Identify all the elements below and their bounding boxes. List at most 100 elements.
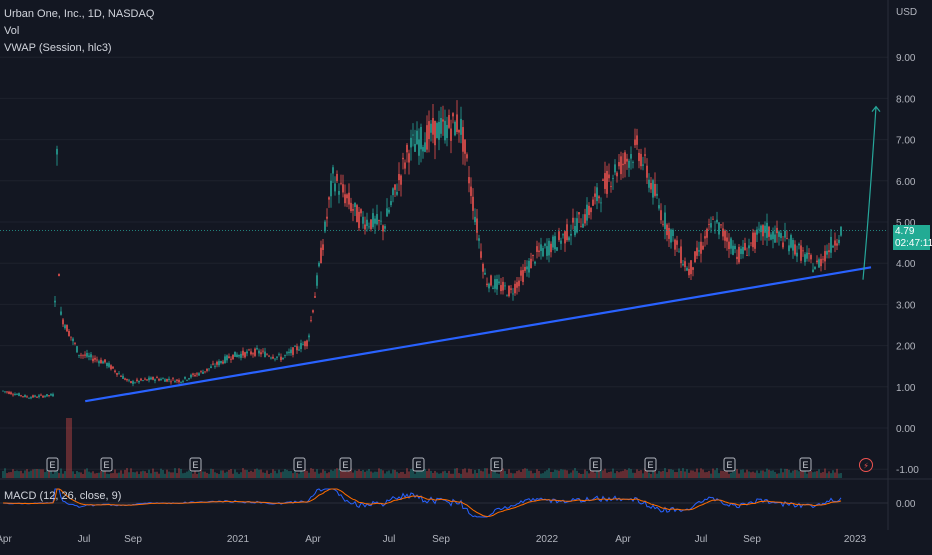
- volume-bar: [514, 473, 516, 478]
- volume-bar: [280, 472, 282, 478]
- candle-body: [140, 378, 142, 381]
- candle-body: [786, 238, 788, 239]
- volume-bar: [638, 470, 640, 478]
- volume-bar: [242, 468, 244, 478]
- volume-bar: [202, 471, 204, 478]
- volume-bar: [496, 473, 498, 478]
- volume-bar: [12, 469, 14, 478]
- candle-body: [14, 394, 16, 396]
- volume-bar: [154, 471, 156, 478]
- volume-bar: [264, 472, 266, 478]
- candle-body: [94, 357, 96, 360]
- volume-bar: [756, 470, 758, 478]
- volume-bar: [648, 472, 650, 478]
- volume-bar: [180, 468, 182, 478]
- time-axis-label: Jul: [695, 534, 708, 545]
- earnings-marker-box: [46, 457, 59, 472]
- volume-bar: [554, 469, 556, 478]
- candle-body: [692, 267, 694, 270]
- candle-body: [746, 255, 748, 256]
- candle-body: [748, 245, 750, 249]
- candle-body: [198, 373, 200, 376]
- volume-bar: [246, 469, 248, 478]
- candle-body: [216, 361, 218, 365]
- volume-bar: [38, 469, 40, 478]
- volume-bar: [532, 473, 534, 478]
- candle-body: [190, 374, 192, 378]
- volume-indicator-label[interactable]: Vol: [4, 25, 20, 37]
- volume-bar: [460, 473, 462, 478]
- volume-bar: [728, 473, 730, 478]
- earnings-marker-box: [189, 457, 202, 472]
- candle-body: [224, 356, 226, 364]
- volume-bar: [294, 469, 296, 478]
- candle-body: [176, 379, 178, 381]
- candle-body: [590, 207, 592, 213]
- candle-body: [58, 273, 60, 277]
- candle-body: [32, 395, 34, 398]
- volume-bar: [840, 473, 842, 478]
- volume-bar: [56, 470, 58, 478]
- candle-body: [422, 147, 424, 152]
- candle-body: [312, 310, 314, 313]
- candle-body: [660, 210, 662, 221]
- volume-bar: [750, 472, 752, 478]
- candle-body: [274, 358, 276, 360]
- volume-bar: [216, 473, 218, 478]
- volume-bar: [708, 470, 710, 478]
- time-axis: Apr Jul Sep 2021 Apr Jul Sep 2022 Apr Jul Sep 2023: [0, 534, 867, 545]
- candle-body: [390, 201, 392, 206]
- candle-body: [710, 223, 712, 228]
- volume-bar: [414, 473, 416, 478]
- volume-bar: [50, 469, 52, 478]
- vwap-indicator-label[interactable]: VWAP (Session, hlc3): [4, 42, 112, 54]
- candle-body: [576, 218, 578, 233]
- volume-bar: [266, 470, 268, 478]
- candle-body: [652, 180, 654, 198]
- earnings-marker-box: [799, 457, 812, 472]
- volume-bar: [420, 470, 422, 478]
- earnings-marker-label: E: [342, 460, 348, 470]
- candle-body: [380, 220, 382, 222]
- volume-bar: [630, 469, 632, 478]
- volume-bar: [166, 469, 168, 478]
- volume-bar: [606, 472, 608, 478]
- macd-indicator-label[interactable]: MACD (12, 26, close, 9): [4, 490, 122, 502]
- volume-bar: [568, 473, 570, 478]
- candle-body: [490, 275, 492, 286]
- candle-body: [278, 353, 280, 355]
- price-axis-label: 5.00: [896, 218, 916, 229]
- volume-bar: [358, 469, 360, 478]
- symbol-title[interactable]: Urban One, Inc., 1D, NASDAQ: [4, 8, 155, 20]
- candle-body: [496, 278, 498, 290]
- candle-body: [228, 356, 230, 359]
- volume-bar: [632, 472, 634, 478]
- volume-bar: [588, 473, 590, 478]
- volume-bar: [2, 470, 4, 478]
- candle-body: [408, 153, 410, 163]
- volume-bar: [70, 418, 72, 478]
- volume-bar: [36, 469, 38, 478]
- volume-bar: [190, 471, 192, 478]
- candle-body: [536, 246, 538, 252]
- volume-bar: [182, 473, 184, 478]
- volume-bar: [614, 473, 616, 478]
- candle-body: [806, 252, 808, 259]
- candle-body: [280, 356, 282, 361]
- candle-body: [288, 351, 290, 354]
- candle-body: [114, 370, 116, 372]
- candle-body: [62, 319, 64, 325]
- candle-body: [394, 184, 396, 190]
- candle-body: [348, 192, 350, 205]
- volume-bar: [634, 472, 636, 478]
- candle-body: [510, 288, 512, 290]
- candle-body: [358, 211, 360, 228]
- candle-body: [602, 179, 604, 181]
- candle-body: [528, 260, 530, 273]
- volume-bar: [604, 468, 606, 478]
- volume-bar: [418, 469, 420, 478]
- volume-bar: [348, 470, 350, 478]
- candle-body: [162, 378, 164, 380]
